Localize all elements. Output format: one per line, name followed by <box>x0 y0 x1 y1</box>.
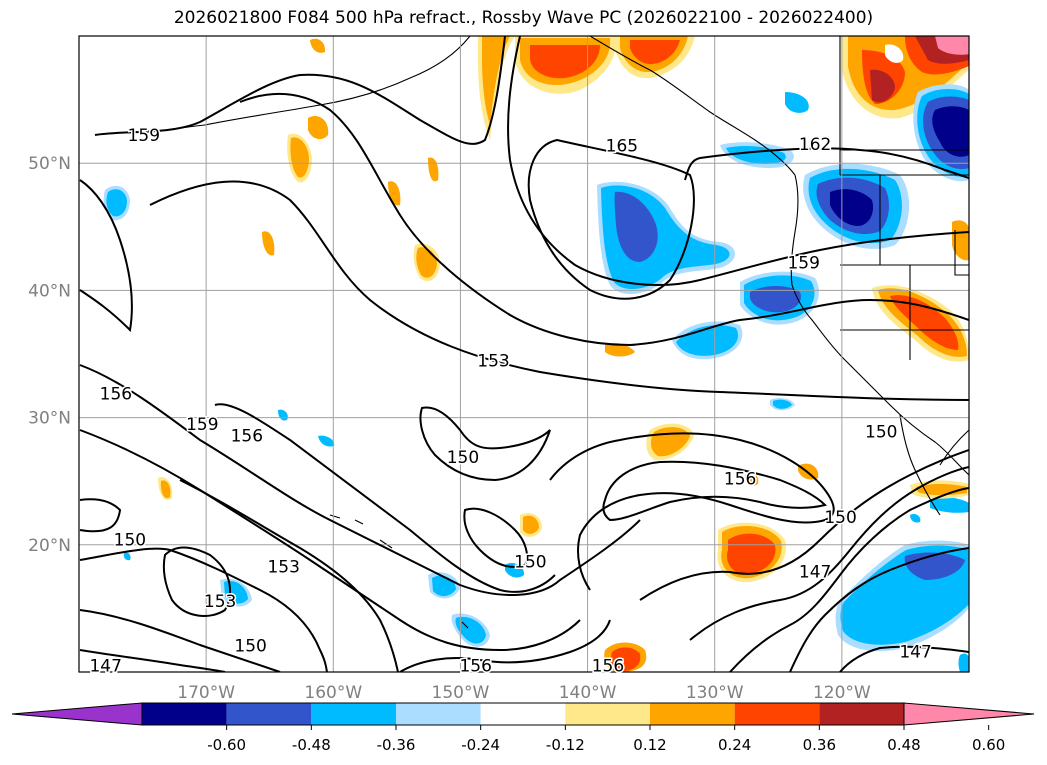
contour-label: 156 <box>724 470 756 490</box>
map-gridlines <box>79 36 969 672</box>
latitude-tick-labels: 20°N 30°N 40°N 50°N <box>28 154 71 556</box>
contour-label: 156 <box>459 657 491 677</box>
colorbar-swatch <box>142 703 227 725</box>
lon-tick-label: 160°W <box>304 683 362 703</box>
colorbar-swatch <box>565 703 650 725</box>
coastlines <box>164 36 969 629</box>
contour-label: 156 <box>100 384 132 404</box>
contour-label-layer: 159 165 162 159 153 156 159 156 150 150 156 150 150 1… <box>88 125 933 678</box>
colorbar-swatch <box>480 703 566 725</box>
map-title: 2026021800 F084 500 hPa refract., Rossby… <box>173 8 874 28</box>
colorbar-swatch <box>734 703 820 725</box>
lat-tick-label: 50°N <box>28 154 71 174</box>
contour-label: 150 <box>824 508 856 528</box>
lat-tick-label: 40°N <box>28 281 71 301</box>
longitude-tick-labels: 170°W 160°W 150°W 140°W 130°W 120°W <box>177 683 871 703</box>
colorbar-tick-label: -0.24 <box>461 736 500 754</box>
colorbar-extend-low <box>11 702 143 726</box>
colorbar-tick-label: -0.60 <box>207 736 246 754</box>
contour-label: 156 <box>592 657 624 677</box>
colorbar-tick-label: 0.24 <box>718 736 751 754</box>
contour-label: 147 <box>89 657 121 677</box>
geopotential-contours <box>79 36 969 672</box>
lon-tick-label: 140°W <box>559 683 617 703</box>
colorbar-swatch <box>396 703 481 725</box>
contour-label: 153 <box>204 592 236 612</box>
colorbar-swatch <box>311 703 396 725</box>
colorbar-swatch <box>650 703 735 725</box>
contour-label: 153 <box>477 351 509 371</box>
lon-tick-label: 150°W <box>432 683 490 703</box>
colorbar-tick-label: 0.48 <box>887 736 920 754</box>
contour-label: 147 <box>899 643 931 663</box>
contour-label: 165 <box>606 136 638 156</box>
colorbar-tick-label: 0.60 <box>972 736 1005 754</box>
colorbar-swatch <box>819 703 904 725</box>
contour-label: 150 <box>514 552 546 572</box>
colorbar-tick-label: -0.48 <box>292 736 331 754</box>
contour-label: 150 <box>447 448 479 468</box>
contour-label: 162 <box>799 135 831 155</box>
lat-tick-label: 30°N <box>28 409 71 429</box>
lon-tick-label: 130°W <box>686 683 744 703</box>
contour-label: 150 <box>114 531 146 551</box>
colorbar-swatch <box>226 703 312 725</box>
colorbar-tick-label: 0.36 <box>803 736 836 754</box>
lon-tick-label: 170°W <box>177 683 235 703</box>
colorbar: -0.60 -0.48 -0.36 -0.24 -0.12 0.12 0.24 0.36 0.4… <box>11 702 1035 754</box>
contour-label: 147 <box>799 563 831 583</box>
colorbar-outline <box>141 702 905 726</box>
colorbar-tick-label: 0.12 <box>633 736 666 754</box>
contour-label: 159 <box>186 415 218 435</box>
lon-tick-label: 120°W <box>813 683 871 703</box>
contour-label: 150 <box>234 636 266 656</box>
lat-tick-label: 20°N <box>28 536 71 556</box>
contour-label: 150 <box>865 423 897 443</box>
colorbar-extend-high <box>903 702 1035 726</box>
contour-label: 159 <box>787 253 819 273</box>
contour-label: 153 <box>267 557 299 577</box>
colorbar-tick-label: -0.36 <box>377 736 416 754</box>
contour-label: 156 <box>231 426 263 446</box>
map-frame <box>78 35 970 673</box>
colorbar-tick-label: -0.12 <box>546 736 585 754</box>
contour-label: 159 <box>128 126 160 146</box>
